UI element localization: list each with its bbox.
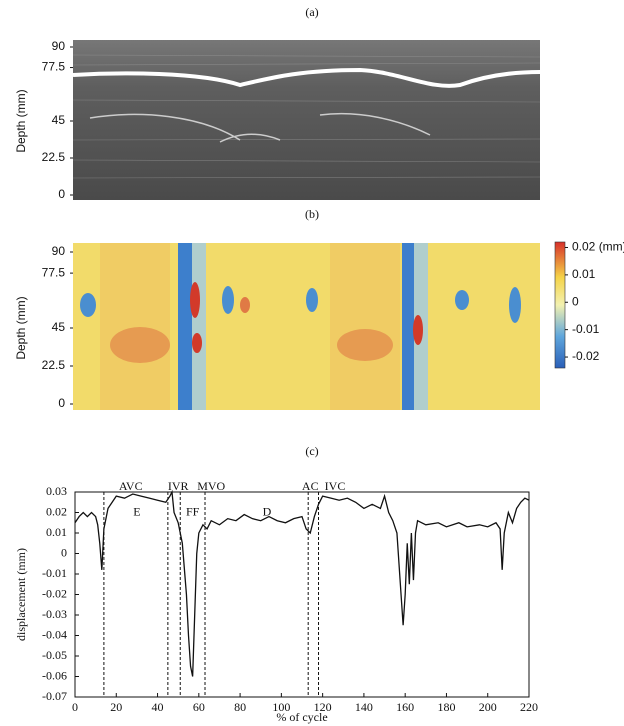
y-tick-label: 0	[58, 396, 65, 410]
x-tick-label: 0	[72, 700, 78, 714]
y-tick-label: 45	[52, 113, 66, 127]
annotation: E	[133, 504, 140, 518]
y-tick-label: -0.01	[42, 566, 67, 580]
mmode-image	[72, 40, 541, 200]
x-tick-label: 100	[272, 700, 290, 714]
colorbar	[554, 241, 566, 369]
colorbar-tick-label: 0.01	[572, 267, 596, 281]
x-tick-label: 200	[479, 700, 497, 714]
y-tick-label: 77.5	[42, 60, 66, 74]
x-tick-label: 40	[152, 700, 164, 714]
plot-frame	[74, 491, 530, 698]
y-tick-label: 90	[52, 244, 66, 258]
colorbar-tick-label: 0.02 (mm)	[572, 240, 624, 254]
x-tick-label: 140	[355, 700, 373, 714]
x-tick-label: 20	[110, 700, 122, 714]
panel-label: (c)	[305, 444, 318, 458]
y-tick-label: -0.06	[42, 668, 67, 682]
y-axis-label: Depth (mm)	[14, 89, 28, 152]
annotation: IVR	[168, 479, 189, 493]
panel-label: (a)	[305, 5, 318, 19]
x-tick-label: 180	[437, 700, 455, 714]
y-tick-label: -0.03	[42, 607, 67, 621]
y-tick-label: -0.05	[42, 648, 67, 662]
y-tick-label: 45	[52, 320, 66, 334]
y-tick-label: -0.07	[42, 689, 67, 703]
annotation: D	[263, 504, 272, 518]
colorbar-tick-label: -0.01	[572, 322, 600, 336]
annotation: AC	[302, 479, 319, 493]
annotation: MVO	[197, 479, 225, 493]
y-tick-label: 0	[61, 545, 67, 559]
y-tick-label: 90	[52, 39, 66, 53]
x-tick-label: 120	[314, 700, 332, 714]
panel-label: (b)	[305, 207, 319, 221]
y-tick-label: -0.02	[42, 586, 67, 600]
y-axis-label: Depth (mm)	[14, 296, 28, 359]
y-tick-label: 77.5	[42, 265, 66, 279]
series-line	[74, 489, 530, 677]
x-tick-label: 80	[234, 700, 246, 714]
x-tick-label: 220	[520, 700, 538, 714]
colorbar-tick-label: 0	[572, 294, 579, 308]
y-tick-label: 0	[58, 187, 65, 201]
colorbar-tick-label: -0.02	[572, 349, 600, 363]
y-tick-label: 0.03	[46, 484, 67, 498]
y-tick-label: 0.01	[46, 525, 67, 539]
annotation: AVC	[119, 479, 143, 493]
y-tick-label: -0.04	[42, 627, 67, 641]
x-tick-label: 60	[193, 700, 205, 714]
y-tick-label: 0.02	[46, 504, 67, 518]
y-tick-label: 22.5	[42, 150, 66, 164]
y-tick-label: 22.5	[42, 358, 66, 372]
annotation: FF	[186, 504, 200, 518]
x-axis-label: % of cycle	[276, 710, 327, 724]
x-tick-label: 160	[396, 700, 414, 714]
y-axis-label: displacement (mm)	[14, 548, 28, 641]
annotation: IVC	[325, 479, 346, 493]
heatmap-image	[73, 243, 540, 410]
